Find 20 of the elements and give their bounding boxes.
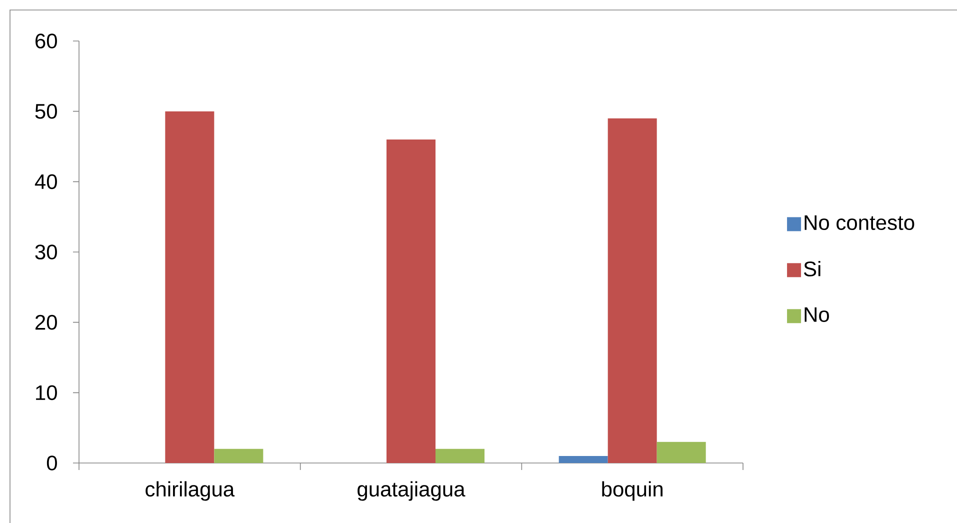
- y-tick-label: 40: [34, 174, 57, 190]
- x-tick-label: guatajiagua: [358, 481, 466, 501]
- y-tick-label: 20: [36, 314, 57, 330]
- bar: [558, 456, 608, 463]
- bar: [214, 448, 264, 463]
- y-tick-label: 60: [36, 34, 57, 48]
- bar: [436, 448, 485, 463]
- legend-label: No: [804, 307, 829, 322]
- legend-label: No contesto: [804, 215, 914, 230]
- x-tick-label: boquin: [602, 481, 662, 501]
- legend-label: Si: [804, 260, 820, 276]
- y-tick-label: 30: [35, 244, 57, 260]
- y-tick-label: 50: [35, 104, 57, 119]
- x-tick-label: chirilagua: [146, 481, 235, 501]
- bar: [608, 118, 657, 463]
- y-tick-label: 0: [46, 456, 57, 470]
- bar: [165, 111, 214, 463]
- bar: [386, 139, 436, 463]
- y-tick-label: 10: [36, 385, 57, 400]
- bar: [656, 442, 706, 463]
